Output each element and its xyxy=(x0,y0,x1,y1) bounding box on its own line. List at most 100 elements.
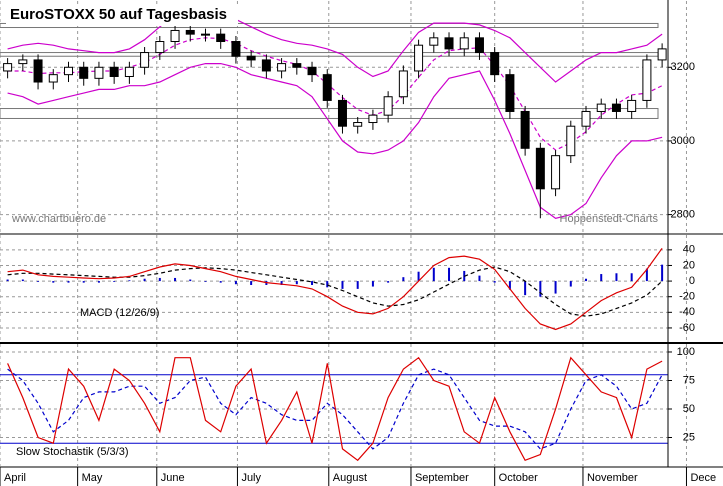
candle-body xyxy=(200,33,210,36)
histogram-bar xyxy=(280,281,283,285)
candle-body xyxy=(3,63,13,72)
y-tick-label: 0 xyxy=(689,275,695,287)
line-series xyxy=(7,37,663,151)
histogram-bar xyxy=(82,281,85,283)
panel-title: Slow Stochastik (5/3/3) xyxy=(16,446,129,458)
histogram-bar xyxy=(539,281,542,297)
candle-body xyxy=(277,63,287,72)
histogram-bar xyxy=(6,279,9,282)
chart-title: EuroSTOXX 50 auf Tagesbasis xyxy=(10,6,227,23)
candle-body xyxy=(444,37,454,50)
histogram-bar xyxy=(356,281,359,289)
histogram-bar xyxy=(554,281,557,294)
candle-body xyxy=(414,44,424,72)
candle-body xyxy=(337,99,347,127)
price-zone xyxy=(0,22,659,29)
histogram-bar xyxy=(97,281,100,283)
candle-body xyxy=(261,59,271,72)
histogram-bar xyxy=(326,281,329,288)
y-tick-label: -40 xyxy=(679,306,695,318)
histogram-bar xyxy=(387,281,390,283)
candle-body xyxy=(33,59,43,83)
histogram-bar xyxy=(311,281,314,285)
histogram-bar xyxy=(113,281,116,282)
candle-body xyxy=(140,52,150,68)
histogram-bar xyxy=(600,274,603,282)
histogram-bar xyxy=(432,267,435,282)
price-zone xyxy=(0,108,659,119)
histogram-bar xyxy=(219,281,222,283)
y-tick-label: 50 xyxy=(683,403,695,415)
candle-body xyxy=(642,59,652,101)
histogram-bar xyxy=(250,281,253,285)
candle-body xyxy=(535,147,545,190)
histogram-bar xyxy=(295,281,298,285)
histogram-bar xyxy=(37,281,40,282)
candle-body xyxy=(551,155,561,190)
histogram-bar xyxy=(508,281,511,290)
panel-title: MACD (12/26/9) xyxy=(80,307,159,319)
y-tick-label: 3200 xyxy=(671,61,695,73)
candle-body xyxy=(627,99,637,112)
y-tick-label: -60 xyxy=(679,322,695,334)
y-tick-label: 40 xyxy=(683,244,695,256)
histogram-bar xyxy=(493,281,496,283)
candle-body xyxy=(155,41,165,54)
histogram-bar xyxy=(417,271,420,282)
x-tick-label: May xyxy=(82,472,103,484)
histogram-bar xyxy=(204,281,207,282)
histogram-bar xyxy=(67,281,70,283)
y-tick-label: 3000 xyxy=(671,135,695,147)
title-bg xyxy=(6,4,238,26)
candle-body xyxy=(398,70,408,98)
candle-body xyxy=(216,33,226,43)
histogram-bar xyxy=(234,281,237,285)
x-tick-label: April xyxy=(4,472,26,484)
annotation: www.chartbuero.de xyxy=(11,213,106,225)
histogram-bar xyxy=(478,275,481,282)
candle-body xyxy=(48,74,58,83)
histogram-bar xyxy=(174,277,177,282)
x-tick-label: August xyxy=(333,472,367,484)
histogram-bar xyxy=(21,279,24,282)
candle-body xyxy=(170,29,180,43)
histogram-bar xyxy=(143,278,146,282)
candle-body xyxy=(63,66,73,76)
x-tick-label: June xyxy=(161,472,185,484)
histogram-bar xyxy=(645,268,648,282)
x-tick-label: September xyxy=(415,472,469,484)
line-series xyxy=(7,247,663,331)
histogram-bar xyxy=(524,281,527,296)
candle-body xyxy=(292,63,302,68)
histogram-bar xyxy=(448,267,451,282)
y-tick-label: 25 xyxy=(683,431,695,443)
y-tick-label: 20 xyxy=(683,259,695,271)
candle-body xyxy=(79,66,89,79)
candle-body xyxy=(596,103,606,112)
histogram-bar xyxy=(128,280,131,282)
y-tick-label: 2800 xyxy=(671,208,695,220)
candle-body xyxy=(657,48,667,61)
histogram-bar xyxy=(569,281,572,287)
candle-body xyxy=(18,59,28,65)
line-series xyxy=(7,356,663,462)
histogram-bar xyxy=(158,277,161,282)
candle-body xyxy=(383,96,393,116)
candle-body xyxy=(368,114,378,124)
candle-body xyxy=(353,122,363,127)
line-series xyxy=(7,266,663,317)
candle-body xyxy=(611,103,621,112)
histogram-bar xyxy=(585,278,588,282)
candle-body xyxy=(459,37,469,50)
candle-body xyxy=(322,74,332,101)
candle-body xyxy=(520,110,530,149)
candle-body xyxy=(94,66,104,79)
annotation: Hoppenstedt-Charts xyxy=(560,213,659,225)
x-tick-label: October xyxy=(499,472,538,484)
x-tick-label: November xyxy=(587,472,638,484)
line-series xyxy=(7,63,663,219)
candle-body xyxy=(231,41,241,57)
